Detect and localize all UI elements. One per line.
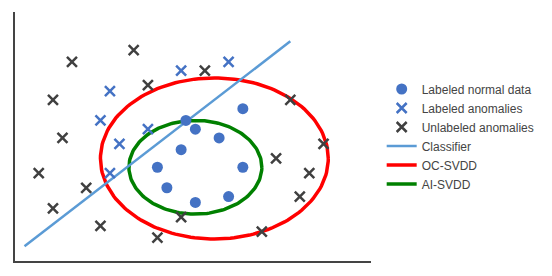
svg-text:Labeled anomalies: Labeled anomalies — [422, 102, 523, 116]
svg-text:Labeled normal data: Labeled normal data — [422, 83, 532, 97]
svg-text:AI-SVDD: AI-SVDD — [422, 178, 471, 192]
svg-text:Classifier: Classifier — [422, 140, 471, 154]
svg-text:OC-SVDD: OC-SVDD — [422, 159, 478, 173]
svg-text:Unlabeled anomalies: Unlabeled anomalies — [422, 121, 534, 135]
